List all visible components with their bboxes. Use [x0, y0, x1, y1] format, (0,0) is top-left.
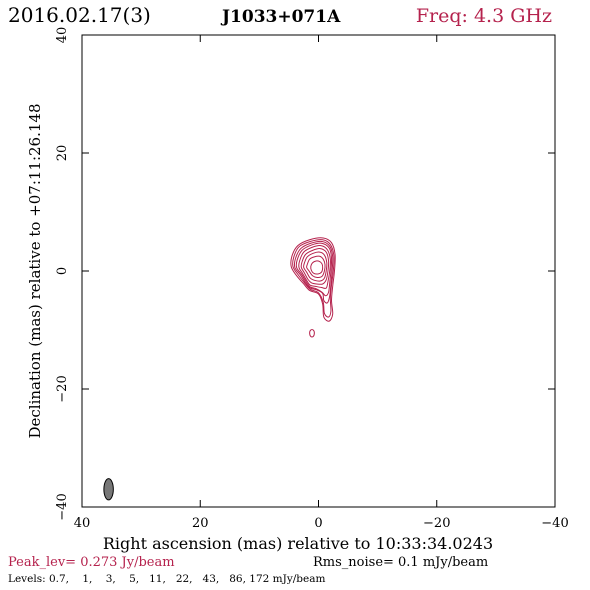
- contour-line: [290, 237, 336, 322]
- y-tick-label: 20: [55, 145, 70, 162]
- source-name: J1033+071A: [220, 7, 341, 27]
- contour-levels-label: Levels: 0.7, 1, 3, 5, 11, 22, 43, 86, 17…: [8, 573, 325, 585]
- contour-line: [309, 329, 315, 338]
- contour-line: [306, 255, 326, 279]
- contour-line: [310, 260, 324, 275]
- frequency-label: Freq: 4.3 GHz: [416, 5, 552, 27]
- contour-line: [298, 245, 331, 289]
- beam-ellipse: [103, 478, 114, 501]
- y-axis-label: Declination (mas) relative to +07:11:26.…: [26, 103, 44, 438]
- plot-frame: [81, 34, 556, 508]
- contour-group: [290, 237, 336, 338]
- y-tick-labels: −40 −20 0 20 40: [55, 27, 70, 521]
- observation-date: 2016.02.17(3): [8, 3, 151, 27]
- x-tick-label: 20: [192, 516, 209, 531]
- y-tick-label: −20: [55, 375, 70, 402]
- contour-line: [303, 251, 328, 282]
- contour-line: [295, 242, 333, 297]
- axis-ticks: [81, 34, 556, 508]
- x-tick-label: −40: [541, 516, 568, 531]
- y-tick-label: −40: [55, 493, 70, 520]
- x-tick-label: 0: [314, 516, 322, 531]
- contour-line: [300, 248, 330, 285]
- peak-level-label: Peak_lev= 0.273 Jy/beam: [8, 555, 175, 570]
- rms-noise-label: Rms_noise= 0.1 mJy/beam: [313, 555, 488, 570]
- x-tick-labels: 40 20 0 −20 −40: [74, 516, 569, 531]
- y-tick-label: 0: [55, 267, 70, 275]
- x-tick-label: −20: [423, 516, 450, 531]
- y-tick-label: 40: [55, 27, 70, 44]
- x-tick-label: 40: [74, 516, 91, 531]
- x-axis-label: Right ascension (mas) relative to 10:33:…: [103, 534, 493, 553]
- contour-line: [292, 239, 335, 318]
- contour-line: [293, 240, 334, 304]
